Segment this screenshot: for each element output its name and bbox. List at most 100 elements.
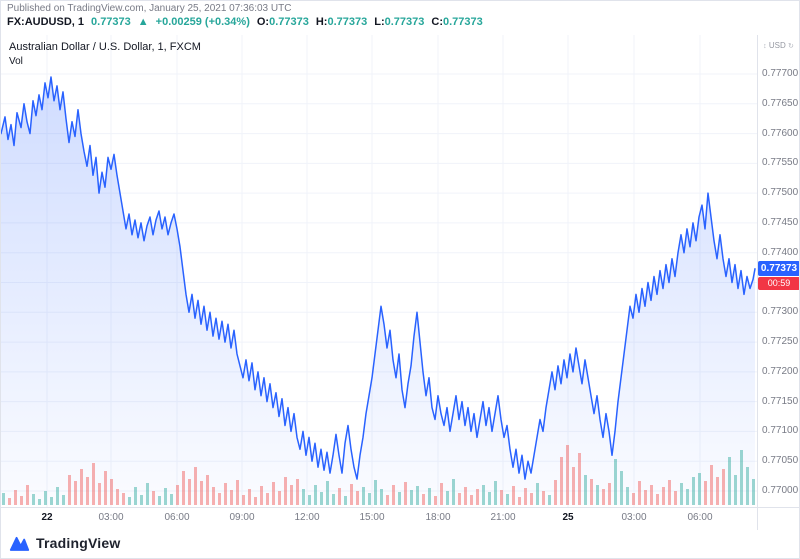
volume-bar bbox=[734, 475, 737, 505]
volume-bar bbox=[68, 475, 71, 505]
volume-bar bbox=[668, 480, 671, 505]
price-tick-label: 0.77500 bbox=[762, 187, 799, 199]
volume-bar bbox=[20, 496, 23, 505]
volume-bar bbox=[674, 491, 677, 505]
volume-bar bbox=[386, 495, 389, 505]
time-tick-label: 03:00 bbox=[621, 512, 647, 523]
volume-bar bbox=[248, 489, 251, 505]
price-tick-label: 0.77650 bbox=[762, 97, 799, 109]
volume-bar bbox=[428, 488, 431, 505]
volume-bar bbox=[44, 491, 47, 505]
symbol-label: FX:AUDUSD, 1 bbox=[7, 16, 85, 28]
volume-bar bbox=[110, 479, 113, 505]
time-axis-divider bbox=[1, 507, 799, 508]
volume-bar bbox=[272, 482, 275, 505]
volume-bar bbox=[344, 496, 347, 505]
volume-bar bbox=[434, 496, 437, 505]
volume-bar bbox=[176, 485, 179, 505]
volume-bar bbox=[686, 489, 689, 505]
ohlc-open: O:0.77373 bbox=[256, 16, 309, 28]
volume-bar bbox=[158, 496, 161, 505]
volume-bar bbox=[164, 488, 167, 505]
volume-bar bbox=[542, 491, 545, 505]
axis-currency-header[interactable]: ↕ USD ↻ bbox=[757, 41, 799, 50]
price-chart-canvas[interactable] bbox=[1, 35, 757, 507]
volume-bar bbox=[128, 497, 131, 505]
volume-bar bbox=[134, 487, 137, 505]
volume-bar bbox=[302, 489, 305, 505]
symbol-row: FX:AUDUSD, 1 0.77373 ▲ +0.00259 (+0.34%)… bbox=[7, 16, 483, 28]
price-tick-label: 0.77600 bbox=[762, 127, 799, 139]
time-tick-label: 03:00 bbox=[98, 512, 124, 523]
volume-bar bbox=[14, 490, 17, 505]
price-up-arrow-icon: ▲ bbox=[137, 16, 149, 28]
time-axis[interactable]: 22 03:00 06:00 09:00 12:00 15:00 18:00 21:00 25 0… bbox=[1, 507, 799, 531]
volume-bar bbox=[326, 481, 329, 505]
price-tick-label: 0.77450 bbox=[762, 216, 799, 228]
volume-bar bbox=[554, 480, 557, 505]
volume-bar bbox=[548, 495, 551, 505]
volume-bar bbox=[92, 463, 95, 505]
price-tick-label: 0.77400 bbox=[762, 246, 799, 258]
volume-bar bbox=[608, 483, 611, 505]
volume-bar bbox=[74, 481, 77, 505]
volume-bar bbox=[116, 489, 119, 505]
price-tick-label: 0.77100 bbox=[762, 425, 799, 437]
volume-bar bbox=[560, 457, 563, 505]
time-tick-label: 18:00 bbox=[425, 512, 451, 523]
volume-bar bbox=[380, 489, 383, 505]
volume-bar bbox=[698, 473, 701, 505]
volume-bar bbox=[470, 495, 473, 505]
tradingview-logo[interactable]: TradingView bbox=[9, 534, 120, 552]
volume-bar bbox=[704, 481, 707, 505]
volume-bar bbox=[680, 483, 683, 505]
volume-bar bbox=[482, 485, 485, 505]
volume-bar bbox=[284, 477, 287, 505]
price-tick-label: 0.77250 bbox=[762, 336, 799, 348]
volume-bar bbox=[140, 495, 143, 505]
volume-bar bbox=[26, 485, 29, 505]
volume-bar bbox=[86, 477, 89, 505]
volume-bar bbox=[374, 480, 377, 505]
volume-indicator-label: Vol bbox=[9, 56, 23, 67]
volume-bar bbox=[98, 483, 101, 505]
volume-bar bbox=[308, 495, 311, 505]
volume-bar bbox=[404, 482, 407, 505]
volume-bar bbox=[476, 489, 479, 505]
price-tick-label: 0.77300 bbox=[762, 306, 799, 318]
volume-bar bbox=[278, 491, 281, 505]
volume-bar bbox=[224, 483, 227, 505]
volume-bar bbox=[230, 490, 233, 505]
volume-bar bbox=[146, 483, 149, 505]
volume-bar bbox=[212, 487, 215, 505]
time-tick-label: 21:00 bbox=[490, 512, 516, 523]
volume-bar bbox=[2, 493, 5, 505]
price-change: +0.00259 (+0.34%) bbox=[155, 16, 250, 28]
volume-bar bbox=[578, 453, 581, 505]
volume-bar bbox=[80, 469, 83, 505]
volume-bar bbox=[440, 483, 443, 505]
last-price-badge: 0.77373 bbox=[758, 260, 799, 276]
volume-bar bbox=[296, 479, 299, 505]
volume-bar bbox=[392, 485, 395, 505]
volume-bar bbox=[260, 486, 263, 505]
volume-bar bbox=[626, 487, 629, 505]
volume-bar bbox=[596, 485, 599, 505]
volume-bar bbox=[446, 491, 449, 505]
volume-bar bbox=[650, 485, 653, 505]
volume-bar bbox=[488, 492, 491, 505]
price-tick-label: 0.77000 bbox=[762, 485, 799, 496]
volume-bar bbox=[716, 477, 719, 505]
volume-bar bbox=[356, 491, 359, 505]
volume-bar bbox=[728, 457, 731, 505]
time-tick-label: 15:00 bbox=[359, 512, 385, 523]
volume-bar bbox=[740, 450, 743, 505]
price-line bbox=[1, 76, 756, 480]
axis-reset-icon: ↻ bbox=[787, 43, 794, 50]
volume-bar bbox=[254, 497, 257, 505]
volume-bar bbox=[752, 479, 755, 505]
last-price: 0.77373 bbox=[91, 16, 131, 28]
time-tick-label: 06:00 bbox=[164, 512, 190, 523]
time-tick-label: 12:00 bbox=[294, 512, 320, 523]
